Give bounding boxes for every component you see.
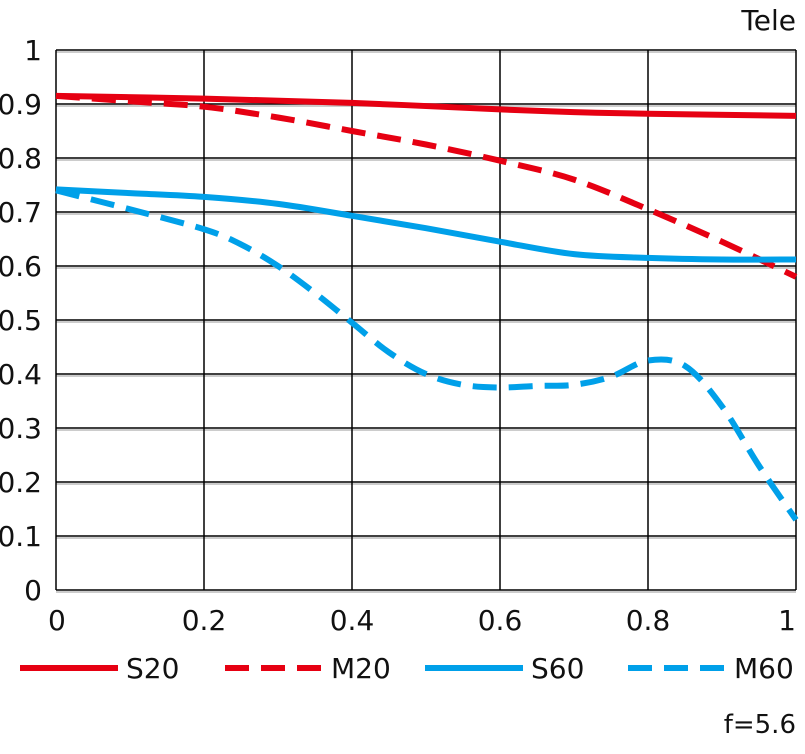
y-tick-label: 0.3 [0, 412, 42, 445]
y-tick-label: 0.1 [0, 520, 42, 553]
y-tick-label: 0 [24, 574, 42, 607]
y-tick-label: 0.4 [0, 358, 42, 391]
x-tick-label: 0 [48, 604, 66, 637]
y-tick-label: 0.9 [0, 88, 42, 121]
series-lines [55, 92, 799, 522]
x-axis-ticks: 0 0.2 0.4 0.6 0.8 1 [48, 604, 796, 637]
y-tick-label: 0.8 [0, 142, 42, 175]
y-tick-label: 0.6 [0, 250, 42, 283]
chart-title: Tele [740, 4, 796, 37]
legend: S20 M20 S60 M60 [20, 652, 794, 685]
x-tick-label: 0.8 [626, 604, 671, 637]
legend-label: M60 [734, 652, 794, 685]
y-tick-label: 0.2 [0, 466, 42, 499]
y-tick-label: 0.5 [0, 304, 42, 337]
x-tick-label: 1 [778, 604, 796, 637]
series-line-s20 [55, 92, 797, 119]
legend-label: M20 [331, 652, 391, 685]
x-tick-label: 0.4 [330, 604, 375, 637]
legend-label: S20 [126, 652, 179, 685]
y-tick-label: 0.7 [0, 196, 42, 229]
series-line-m20 [55, 92, 798, 280]
legend-label: S60 [531, 652, 584, 685]
series-line-m60 [55, 187, 799, 522]
y-axis-ticks: 0 0.1 0.2 0.3 0.4 0.5 0.6 0.7 0.8 0.9 1 [0, 34, 42, 607]
series-line-s60 [55, 186, 797, 263]
aperture-note: f=5.6 [724, 710, 796, 740]
x-tick-label: 0.2 [182, 604, 227, 637]
grid [55, 49, 797, 593]
x-tick-label: 0.6 [478, 604, 523, 637]
y-tick-label: 1 [24, 34, 42, 67]
